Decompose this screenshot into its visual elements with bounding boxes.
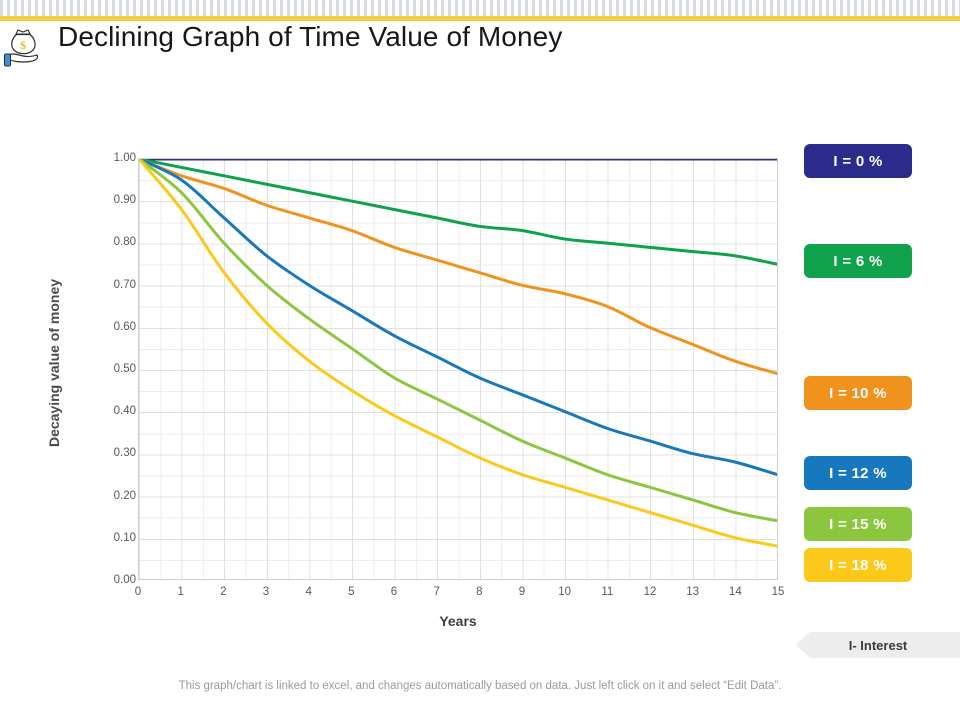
interest-banner: I- Interest	[796, 632, 960, 658]
x-axis-tick-label: 3	[262, 586, 270, 598]
series-line	[139, 159, 777, 523]
x-axis-tick-label: 6	[390, 586, 398, 598]
legend-badge[interactable]: I = 18 %	[804, 548, 912, 582]
plot-area	[138, 158, 778, 580]
y-axis-tick-label: 0.30	[113, 447, 136, 460]
x-axis-tick-label: 10	[558, 586, 572, 598]
legend-badge[interactable]: I = 10 %	[804, 376, 912, 410]
x-axis-tick-label: 11	[601, 586, 614, 598]
y-axis-tick-label: 0.70	[113, 278, 136, 291]
chart-container: Decaying value of money 0.00 0.10 0.20 0.30…	[0, 120, 800, 650]
header-yellow-rule	[0, 16, 960, 21]
y-axis-title: Decaying value of money	[46, 278, 62, 448]
x-axis-tick-label: 4	[305, 586, 312, 598]
series-line	[139, 159, 777, 548]
page-title: Declining Graph of Time Value of Money	[58, 21, 563, 52]
x-axis-tick-label: 1	[177, 586, 184, 598]
x-axis-tick-label: 8	[476, 586, 483, 598]
x-axis-tick-label: 2	[220, 586, 227, 598]
footer-note: This graph/chart is linked to excel, and…	[178, 680, 782, 692]
x-axis-tick-label: 9	[518, 586, 526, 598]
series-lines	[139, 159, 777, 548]
series-line	[139, 159, 777, 476]
legend-badge[interactable]: I = 12 %	[804, 456, 912, 490]
x-axis-title: Years	[439, 613, 477, 629]
y-axis-tick-label: 0.60	[113, 320, 136, 333]
x-axis-tick-label: 0	[134, 586, 142, 598]
page-header: $ Declining Graph of Time Value of Money	[0, 21, 960, 69]
svg-text:$: $	[20, 38, 26, 52]
money-bag-in-hand-icon: $	[4, 25, 44, 67]
y-axis-tick-label: 0.80	[113, 236, 136, 249]
y-axis-tick-label: 0.40	[113, 405, 136, 418]
x-axis-tick-label: 13	[686, 586, 700, 598]
x-axis-ticks: 0 1 2 3 4 5 6 7 8 9 10 11 12 13 14 15	[135, 586, 785, 606]
y-axis-tick-label: 0.50	[113, 363, 136, 375]
x-axis-tick-label: 7	[433, 586, 440, 598]
y-axis-tick-label: 1.00	[113, 152, 136, 164]
x-axis-tick-label: 15	[771, 586, 785, 598]
x-axis-tick-label: 12	[643, 586, 657, 598]
y-axis-ticks: 0.00 0.10 0.20 0.30 0.40 0.50 0.60 0.70 0.80 0.90…	[88, 120, 136, 650]
y-axis-tick-label: 0.20	[113, 489, 136, 502]
x-axis-tick-label: 5	[348, 586, 355, 598]
header-stripe-pattern	[0, 0, 960, 16]
y-axis-tick-label: 0.10	[113, 531, 136, 544]
legend-badge[interactable]: I = 0 %	[804, 144, 912, 178]
legend-badge[interactable]: I = 15 %	[804, 507, 912, 541]
series-line	[139, 159, 777, 266]
x-axis-tick-label: 14	[728, 586, 742, 598]
y-axis-tick-label: 0.00	[113, 574, 136, 586]
y-axis-tick-label: 0.90	[113, 194, 136, 207]
legend-badge[interactable]: I = 6 %	[804, 244, 912, 278]
series-line	[139, 159, 777, 376]
